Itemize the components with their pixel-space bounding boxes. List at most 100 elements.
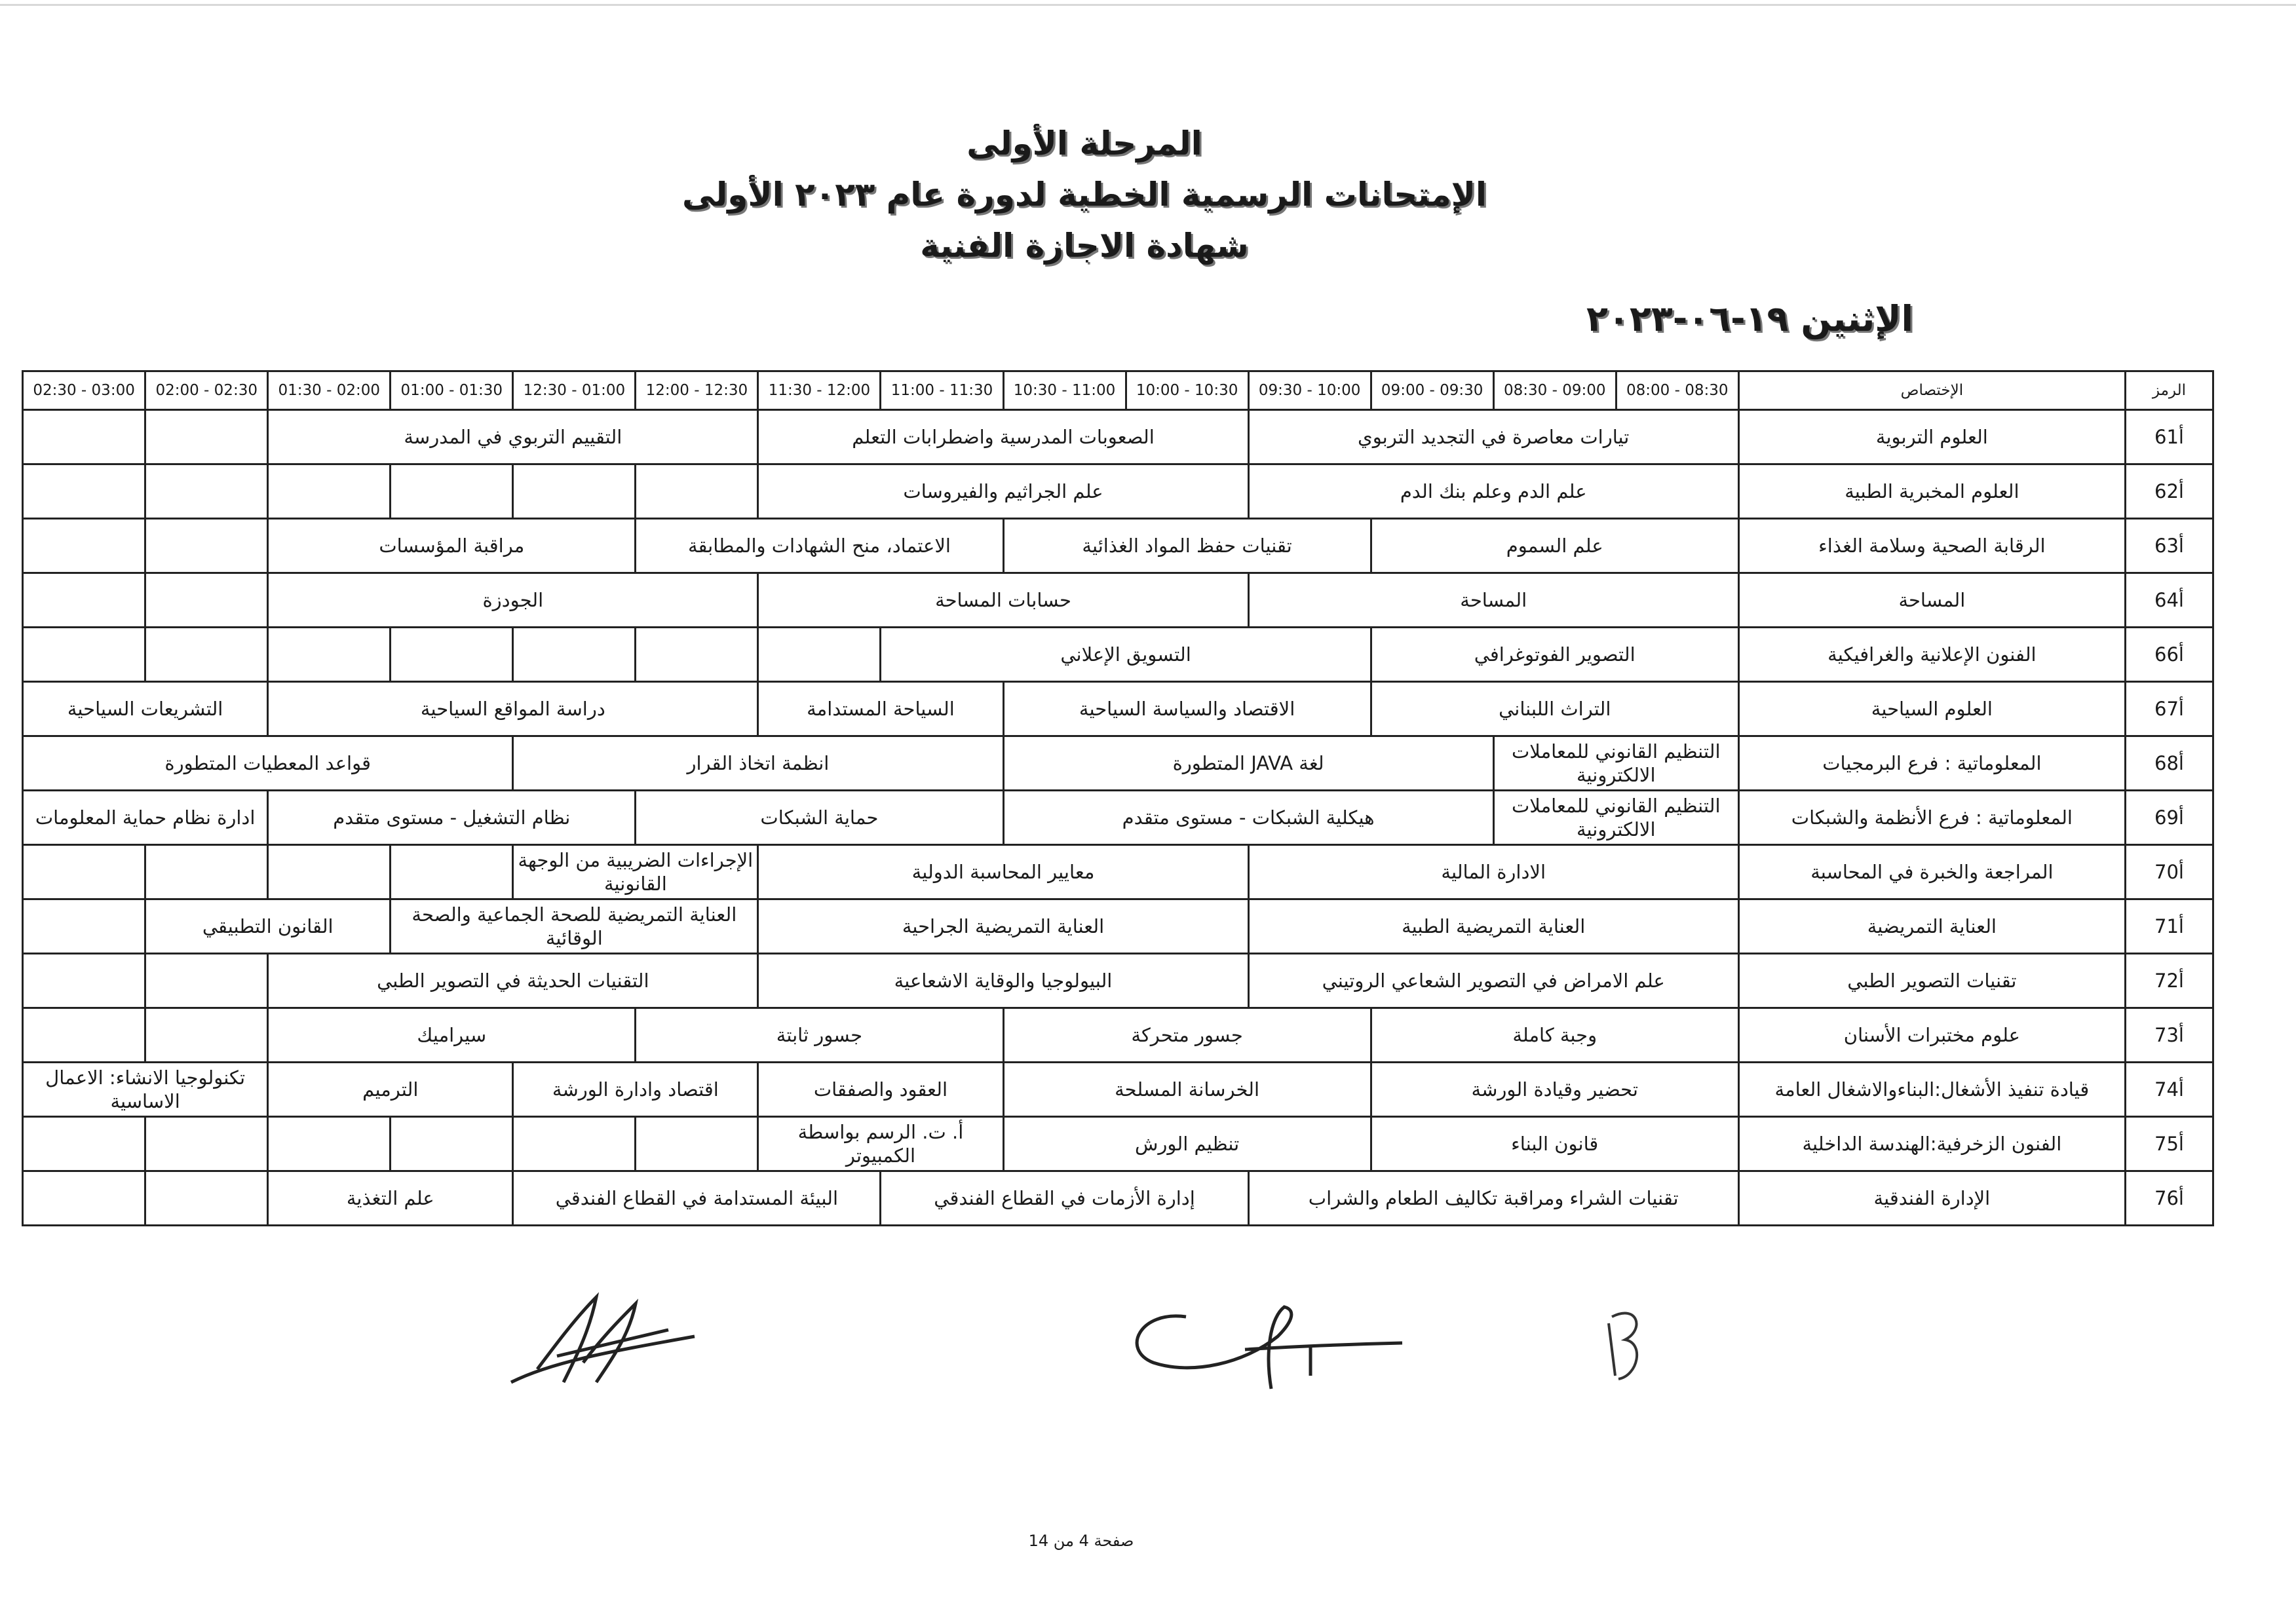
exam-subject-cell: معايير المحاسبة الدولية: [757, 844, 1250, 900]
specialty-name: العلوم التربوية: [1737, 409, 2126, 465]
exam-subject-cell: علم الامراض في التصوير الشعاعي الروتيني: [1247, 953, 1740, 1009]
empty-slot-cell: [267, 1116, 392, 1172]
table-row: أ70 المراجعة والخبرة في المحاسبة الادارة ا…: [21, 844, 2215, 900]
exam-subject-cell: التنظيم القانوني للمعاملات الالكترونية: [1492, 735, 1740, 791]
exam-subject-cell: التقييم التربوي في المدرسة: [267, 409, 759, 465]
exam-subject-cell: الاعتماد، منح الشهادات والمطابقة: [634, 518, 1004, 574]
stage-title: المرحلة الأولى: [966, 124, 1202, 162]
exam-subject-cell: التصوير الفوتوغرافي: [1369, 626, 1740, 683]
empty-slot-cell: [144, 1007, 269, 1063]
empty-slot-cell: [21, 1116, 147, 1172]
empty-slot-cell: [389, 626, 514, 683]
empty-slot-cell: [21, 844, 147, 900]
empty-slot-cell: [389, 463, 514, 519]
specialty-name: الفنون الإعلانية والغرافيكية: [1737, 626, 2126, 683]
exam-schedule-table: الرمز الإختصاص 08:30 - 08:00 09:00 - 08:3…: [21, 370, 2215, 1226]
empty-slot-cell: [21, 898, 147, 954]
time-slot-header: 03:00 - 02:30: [21, 370, 147, 411]
empty-slot-cell: [512, 463, 637, 519]
specialty-code: أ74: [2124, 1061, 2215, 1118]
empty-slot-cell: [757, 626, 882, 683]
exam-subject-cell: تقنيات الشراء ومراقبة تكاليف الطعام والش…: [1247, 1170, 1740, 1226]
exam-subject-cell: مراقبة المؤسسات: [267, 518, 637, 574]
exam-subject-cell: الصعوبات المدرسية واضطرابات التعلم: [757, 409, 1250, 465]
specialty-code: أ75: [2124, 1116, 2215, 1172]
exam-subject-cell: القانون التطبيقي: [144, 898, 392, 954]
empty-slot-cell: [267, 463, 392, 519]
specialty-code: أ76: [2124, 1170, 2215, 1226]
time-slot-header: 08:30 - 08:00: [1615, 370, 1740, 411]
specialty-name: المراجعة والخبرة في المحاسبة: [1737, 844, 2126, 900]
page-number: صفحة 4 من 14: [1028, 1532, 1134, 1550]
table-row: أ75 الفنون الزخرفية:الهندسة الداخلية قانون…: [21, 1116, 2215, 1172]
exam-subject-cell: إدارة الأزمات في القطاع الفندقي: [879, 1170, 1250, 1226]
empty-slot-cell: [144, 409, 269, 465]
empty-slot-cell: [144, 518, 269, 574]
empty-slot-cell: [389, 844, 514, 900]
exam-subject-cell: تكنولوجيا الانشاء: الاعمال الاساسية: [21, 1061, 269, 1118]
empty-slot-cell: [144, 572, 269, 628]
exam-subject-cell: حسابات المساحة: [757, 572, 1250, 628]
table-row: أ67 العلوم السياحية التراث اللبناني الاقتصا…: [21, 681, 2215, 737]
empty-slot-cell: [267, 626, 392, 683]
document-header: المرحلة الأولى الإمتحانات الرسمية الخطية…: [655, 118, 1514, 271]
exam-subject-cell: البيولوجيا والوقاية الاشعاعية: [757, 953, 1250, 1009]
exam-subject-cell: قانون البناء: [1369, 1116, 1740, 1172]
time-slot-header: 09:30 - 09:00: [1369, 370, 1495, 411]
exam-subject-cell: علم السموم: [1369, 518, 1740, 574]
exam-subject-cell: اقتصاد وادارة الورشة: [512, 1061, 759, 1118]
specialty-code: أ61: [2124, 409, 2215, 465]
exam-subject-cell: الجودزة: [267, 572, 759, 628]
table-row: أ71 العناية التمريضية العناية التمريضية ال…: [21, 898, 2215, 954]
exam-subject-cell: التقنيات الحديثة في التصوير الطبي: [267, 953, 759, 1009]
exam-subject-cell: المساحة: [1247, 572, 1740, 628]
specialty-code: أ71: [2124, 898, 2215, 954]
exam-subject-cell: علم الجراثيم والفيروسات: [757, 463, 1250, 519]
specialty-name: الرقابة الصحية وسلامة الغذاء: [1737, 518, 2126, 574]
specialty-name: المساحة: [1737, 572, 2126, 628]
specialty-name: الإدارة الفندقية: [1737, 1170, 2126, 1226]
empty-slot-cell: [389, 1116, 514, 1172]
empty-slot-cell: [144, 626, 269, 683]
exam-subject-cell: تيارات معاصرة في التجديد التربوي: [1247, 409, 1740, 465]
time-slot-header: 09:00 - 08:30: [1492, 370, 1617, 411]
code-header: الرمز: [2124, 370, 2215, 411]
table-row: أ72 تقنيات التصوير الطبي علم الامراض في ال…: [21, 953, 2215, 1009]
specialty-name: المعلوماتية : فرع البرمجيات: [1737, 735, 2126, 791]
exam-subject-cell: تحضير وقيادة الورشة: [1369, 1061, 1740, 1118]
empty-slot-cell: [144, 844, 269, 900]
table-header-row: الرمز الإختصاص 08:30 - 08:00 09:00 - 08:3…: [21, 370, 2215, 411]
exam-subject-cell: التسويق الإعلاني: [879, 626, 1372, 683]
exam-subject-cell: جسور ثابتة: [634, 1007, 1004, 1063]
exam-subject-cell: حماية الشبكات: [634, 789, 1004, 846]
time-slot-header: 02:00 - 01:30: [267, 370, 392, 411]
exam-subject-cell: انظمة اتخاذ القرار: [512, 735, 1004, 791]
exam-subject-cell: علم التغذية: [267, 1170, 514, 1226]
specialty-code: أ68: [2124, 735, 2215, 791]
time-slot-header: 11:00 - 10:30: [1002, 370, 1127, 411]
exam-subject-cell: لغة JAVA المتطورة: [1002, 735, 1495, 791]
exam-subject-cell: العقود والصفقات: [757, 1061, 1004, 1118]
table-row: أ61 العلوم التربوية تيارات معاصرة في التجد…: [21, 409, 2215, 465]
exam-subject-cell: وجبة كاملة: [1369, 1007, 1740, 1063]
empty-slot-cell: [21, 1170, 147, 1226]
exam-subject-cell: ادارة نظام حماية المعلومات: [21, 789, 269, 846]
time-slot-header: 02:30 - 02:00: [144, 370, 269, 411]
time-slot-header: 01:00 - 12:30: [512, 370, 637, 411]
exam-subject-cell: البيئة المستدامة في القطاع الفندقي: [512, 1170, 882, 1226]
specialty-code: أ66: [2124, 626, 2215, 683]
table-row: أ73 علوم مختبرات الأسنان وجبة كاملة جسور مت…: [21, 1007, 2215, 1063]
empty-slot-cell: [21, 572, 147, 628]
exam-subject-cell: نظام التشغيل - مستوى متقدم: [267, 789, 637, 846]
exam-subject-cell: العناية التمريضية للصحة الجماعية والصحة …: [389, 898, 759, 954]
exam-subject-cell: هيكلية الشبكات - مستوى متقدم: [1002, 789, 1495, 846]
specialty-header: الإختصاص: [1737, 370, 2126, 411]
exam-subject-cell: الخرسانة المسلحة: [1002, 1061, 1372, 1118]
exam-date: الإثنين ١٩-٠٦-٢٠٢٣: [1586, 298, 1913, 339]
exam-subject-cell: جسور متحركة: [1002, 1007, 1372, 1063]
exam-subject-cell: الادارة المالية: [1247, 844, 1740, 900]
table-row: أ62 العلوم المخبرية الطبية علم الدم وعلم ب…: [21, 463, 2215, 519]
exam-subject-cell: التنظيم القانوني للمعاملات الالكترونية: [1492, 789, 1740, 846]
exam-subject-cell: تنظيم الورش: [1002, 1116, 1372, 1172]
specialty-code: أ62: [2124, 463, 2215, 519]
